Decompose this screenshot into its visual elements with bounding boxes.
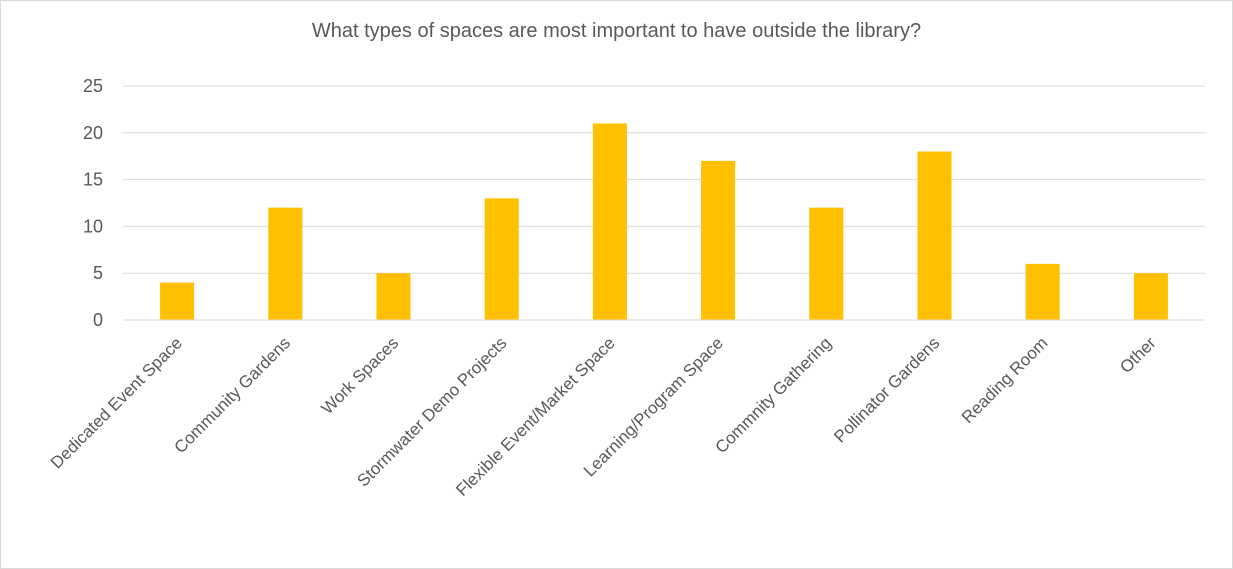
bar-other: [1133, 273, 1168, 320]
grid-lines: [123, 85, 1205, 274]
bar-dedicated-event-space: [160, 282, 195, 320]
bar-commnity-gathering: [809, 207, 844, 320]
y-tick-label: 5: [93, 263, 103, 283]
y-tick-label: 15: [83, 170, 103, 190]
bar-stormwater-demo-projects: [484, 198, 519, 320]
y-tick-label: 25: [83, 76, 103, 96]
y-tick-label: 0: [93, 310, 103, 330]
y-tick-label: 20: [83, 123, 103, 143]
y-axis-ticks: 0 5 10 15 20 25: [83, 76, 103, 330]
x-tick-label: Other: [1116, 333, 1160, 377]
bar-learning-program-space: [701, 160, 736, 320]
bars: [160, 123, 1168, 320]
x-tick-label: Commnity Gathering: [711, 333, 835, 457]
y-tick-label: 10: [83, 216, 103, 236]
bar-pollinator-gardens: [917, 151, 952, 320]
x-tick-label: Work Spaces: [318, 333, 403, 418]
x-tick-label: Reading Room: [958, 333, 1052, 427]
bar-community-gardens: [268, 207, 303, 320]
x-tick-label: Dedicated Event Space: [47, 333, 186, 472]
bar-flexible-event-market-space: [592, 123, 627, 320]
bar-work-spaces: [376, 273, 411, 320]
bar-reading-room: [1025, 263, 1060, 320]
chart-title: What types of spaces are most important …: [311, 20, 922, 42]
x-tick-label: Pollinator Gardens: [830, 333, 943, 446]
x-tick-label: Community Gardens: [170, 333, 294, 457]
